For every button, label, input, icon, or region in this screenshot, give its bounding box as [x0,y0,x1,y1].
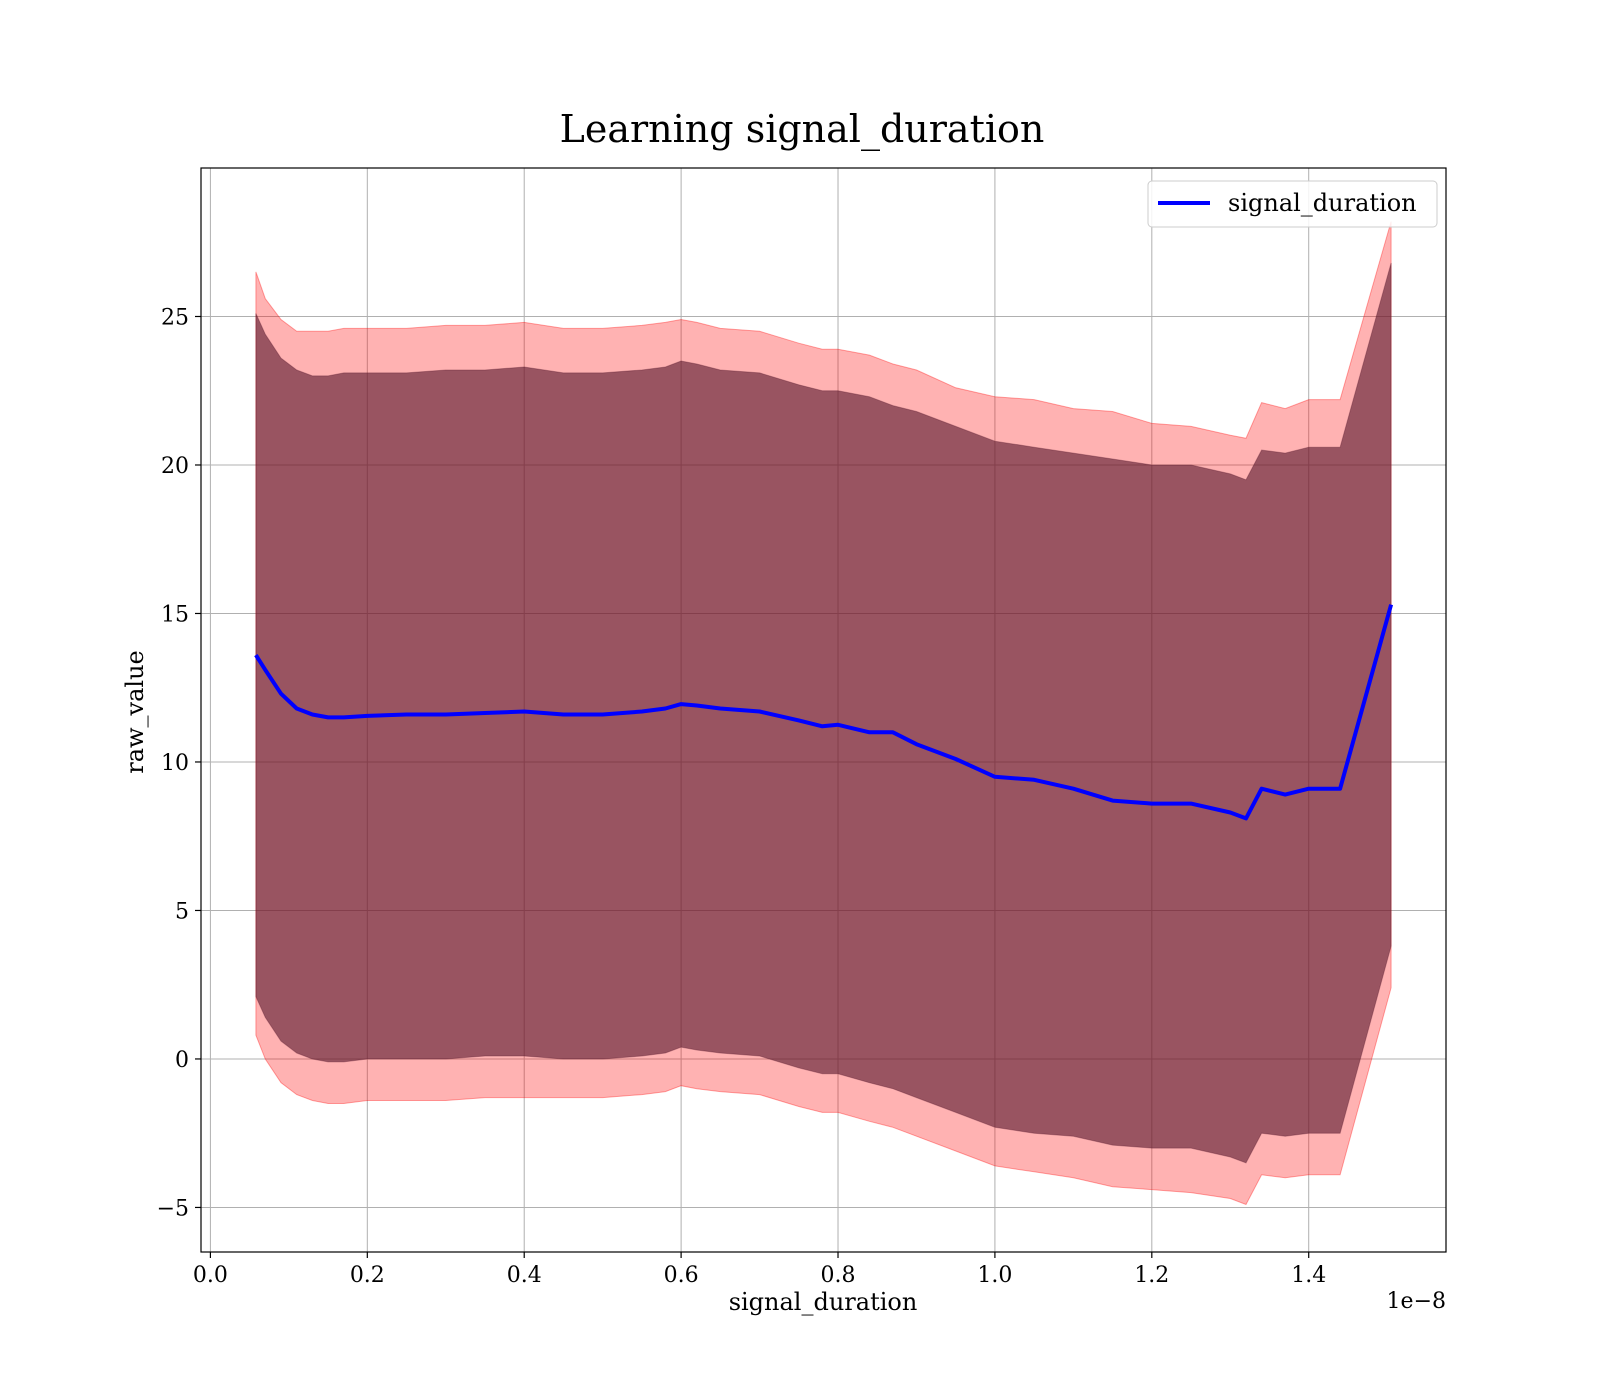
y-tick-label: 5 [175,899,189,924]
y-axis-ticks: −5 0 5 10 15 20 25 [157,305,201,1221]
series-line-signal-duration [254,604,1394,821]
bands [255,221,1392,1206]
x-axis-offset-label: 1e−8 [1387,1289,1446,1314]
y-tick-label: 25 [161,305,189,330]
y-tick-label: 10 [161,751,189,776]
x-axis-ticks: 0.0 0.2 0.4 0.6 0.8 1.0 1.2 1.4 [193,1252,1326,1288]
x-tick-label: 1.0 [977,1263,1012,1288]
x-tick-label: 0.2 [350,1263,385,1288]
x-tick-label: 0.8 [821,1263,856,1288]
legend-label: signal_duration [1228,189,1417,217]
x-tick-label: 0.0 [193,1263,228,1288]
inner-band-area [255,262,1392,1164]
legend-box [1147,180,1438,228]
x-tick-label: 0.4 [507,1263,542,1288]
x-tick-label: 1.4 [1291,1263,1326,1288]
y-tick-label: −5 [157,1196,189,1221]
legend: signal_duration [1147,180,1438,228]
series-lines [254,604,1394,821]
x-axis-label: signal_duration [729,1288,918,1316]
x-tick-label: 0.6 [664,1263,699,1288]
chart-title: Learning signal_duration [560,107,1045,152]
y-tick-label: 20 [161,454,189,479]
x-tick-label: 1.2 [1134,1263,1169,1288]
y-tick-label: 0 [175,1048,189,1073]
plot-frame [200,167,1447,1253]
y-axis-label: raw_value [121,650,149,774]
y-tick-label: 15 [161,602,189,627]
